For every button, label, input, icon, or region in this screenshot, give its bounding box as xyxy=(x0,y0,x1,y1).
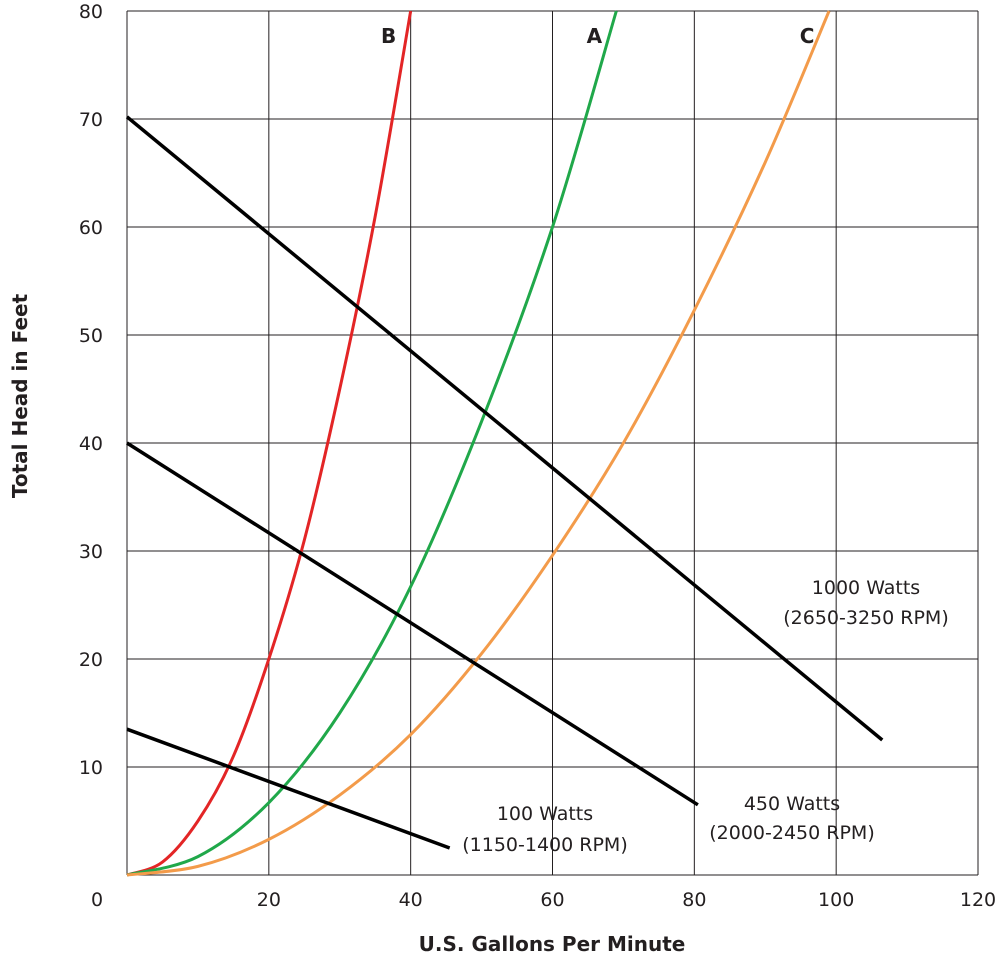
y-tick-label: 60 xyxy=(79,217,103,239)
y-tick-label: 30 xyxy=(79,541,103,563)
system-curve-a xyxy=(126,10,618,877)
pump-line-label: 1000 Watts xyxy=(812,577,920,599)
pump-line-rpm-label: (2650-3250 RPM) xyxy=(783,607,948,629)
x-tick-label: 80 xyxy=(682,889,706,911)
y-tick-label: 20 xyxy=(79,649,103,671)
curve-label-b: B xyxy=(381,24,396,48)
x-tick-label: 120 xyxy=(960,889,996,911)
y-tick-labels: 10 20 30 40 50 60 70 80 xyxy=(79,1,103,779)
series-labels: B A C 100 Watts (1150-1400 RPM) 450 Watts (200… xyxy=(381,24,949,856)
x-tick-label: 100 xyxy=(818,889,854,911)
curve-label-c: C xyxy=(800,24,815,48)
pump-line xyxy=(126,441,699,807)
y-tick-label: 40 xyxy=(79,433,103,455)
pump-line-label: 450 Watts xyxy=(744,793,840,815)
y-tick-label: 10 xyxy=(79,757,103,779)
pump-lines xyxy=(125,115,884,850)
system-curves xyxy=(126,10,831,877)
pump-line-label: 100 Watts xyxy=(497,803,593,825)
x-tick-label: 0 xyxy=(91,889,103,911)
x-axis-title: U.S. Gallons Per Minute xyxy=(419,932,686,956)
y-tick-label: 70 xyxy=(79,109,103,131)
x-tick-label: 40 xyxy=(399,889,423,911)
pump-line xyxy=(126,727,451,850)
grid xyxy=(126,10,979,876)
system-curve-b xyxy=(126,10,413,877)
x-tick-labels: 0 20 40 60 80 100 120 xyxy=(91,889,996,911)
pump-line xyxy=(125,115,884,742)
pump-line-rpm-label: (1150-1400 RPM) xyxy=(462,834,627,856)
curve-label-a: A xyxy=(587,24,603,48)
y-tick-label: 80 xyxy=(79,1,103,23)
x-tick-label: 60 xyxy=(540,889,564,911)
system-curve-c xyxy=(126,10,831,877)
y-axis-title: Total Head in Feet xyxy=(8,293,32,498)
pump-line-rpm-label: (2000-2450 RPM) xyxy=(709,822,874,844)
x-tick-label: 20 xyxy=(257,889,281,911)
y-tick-label: 50 xyxy=(79,325,103,347)
